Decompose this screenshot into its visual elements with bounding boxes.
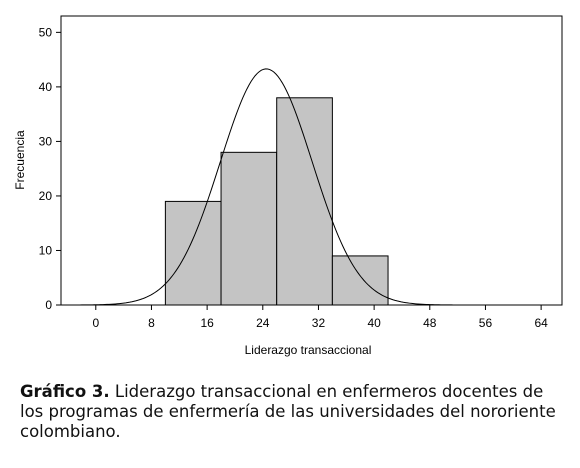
caption-text: Liderazgo transaccional en enfermeros do… xyxy=(20,382,556,441)
x-tick-label: 56 xyxy=(479,316,493,330)
histogram-bar xyxy=(164,200,222,306)
y-tick-label: 40 xyxy=(39,80,53,94)
histogram-bar xyxy=(331,255,389,306)
histogram-bar xyxy=(220,151,278,306)
y-tick-label: 10 xyxy=(39,243,53,257)
x-tick-label: 16 xyxy=(200,316,214,330)
y-tick-label: 30 xyxy=(39,134,53,148)
x-tick-label: 32 xyxy=(312,316,326,330)
y-tick-label: 50 xyxy=(39,25,53,39)
normal-curve xyxy=(61,68,562,306)
caption-label: Gráfico 3. xyxy=(20,382,110,401)
x-tick-label: 8 xyxy=(148,316,155,330)
y-tick-label: 0 xyxy=(45,298,52,312)
x-axis-label: Liderazgo transaccional xyxy=(245,343,372,357)
x-tick-label: 48 xyxy=(423,316,437,330)
histogram-bar xyxy=(276,97,333,306)
figure-caption: Gráfico 3. Liderazgo transaccional en en… xyxy=(20,382,565,442)
x-tick-label: 40 xyxy=(367,316,381,330)
x-tick-label: 0 xyxy=(92,316,99,330)
x-tick-label: 24 xyxy=(256,316,270,330)
y-tick-label: 20 xyxy=(39,189,53,203)
x-tick-label: 64 xyxy=(534,316,548,330)
y-axis-label: Frecuencia xyxy=(13,130,27,190)
